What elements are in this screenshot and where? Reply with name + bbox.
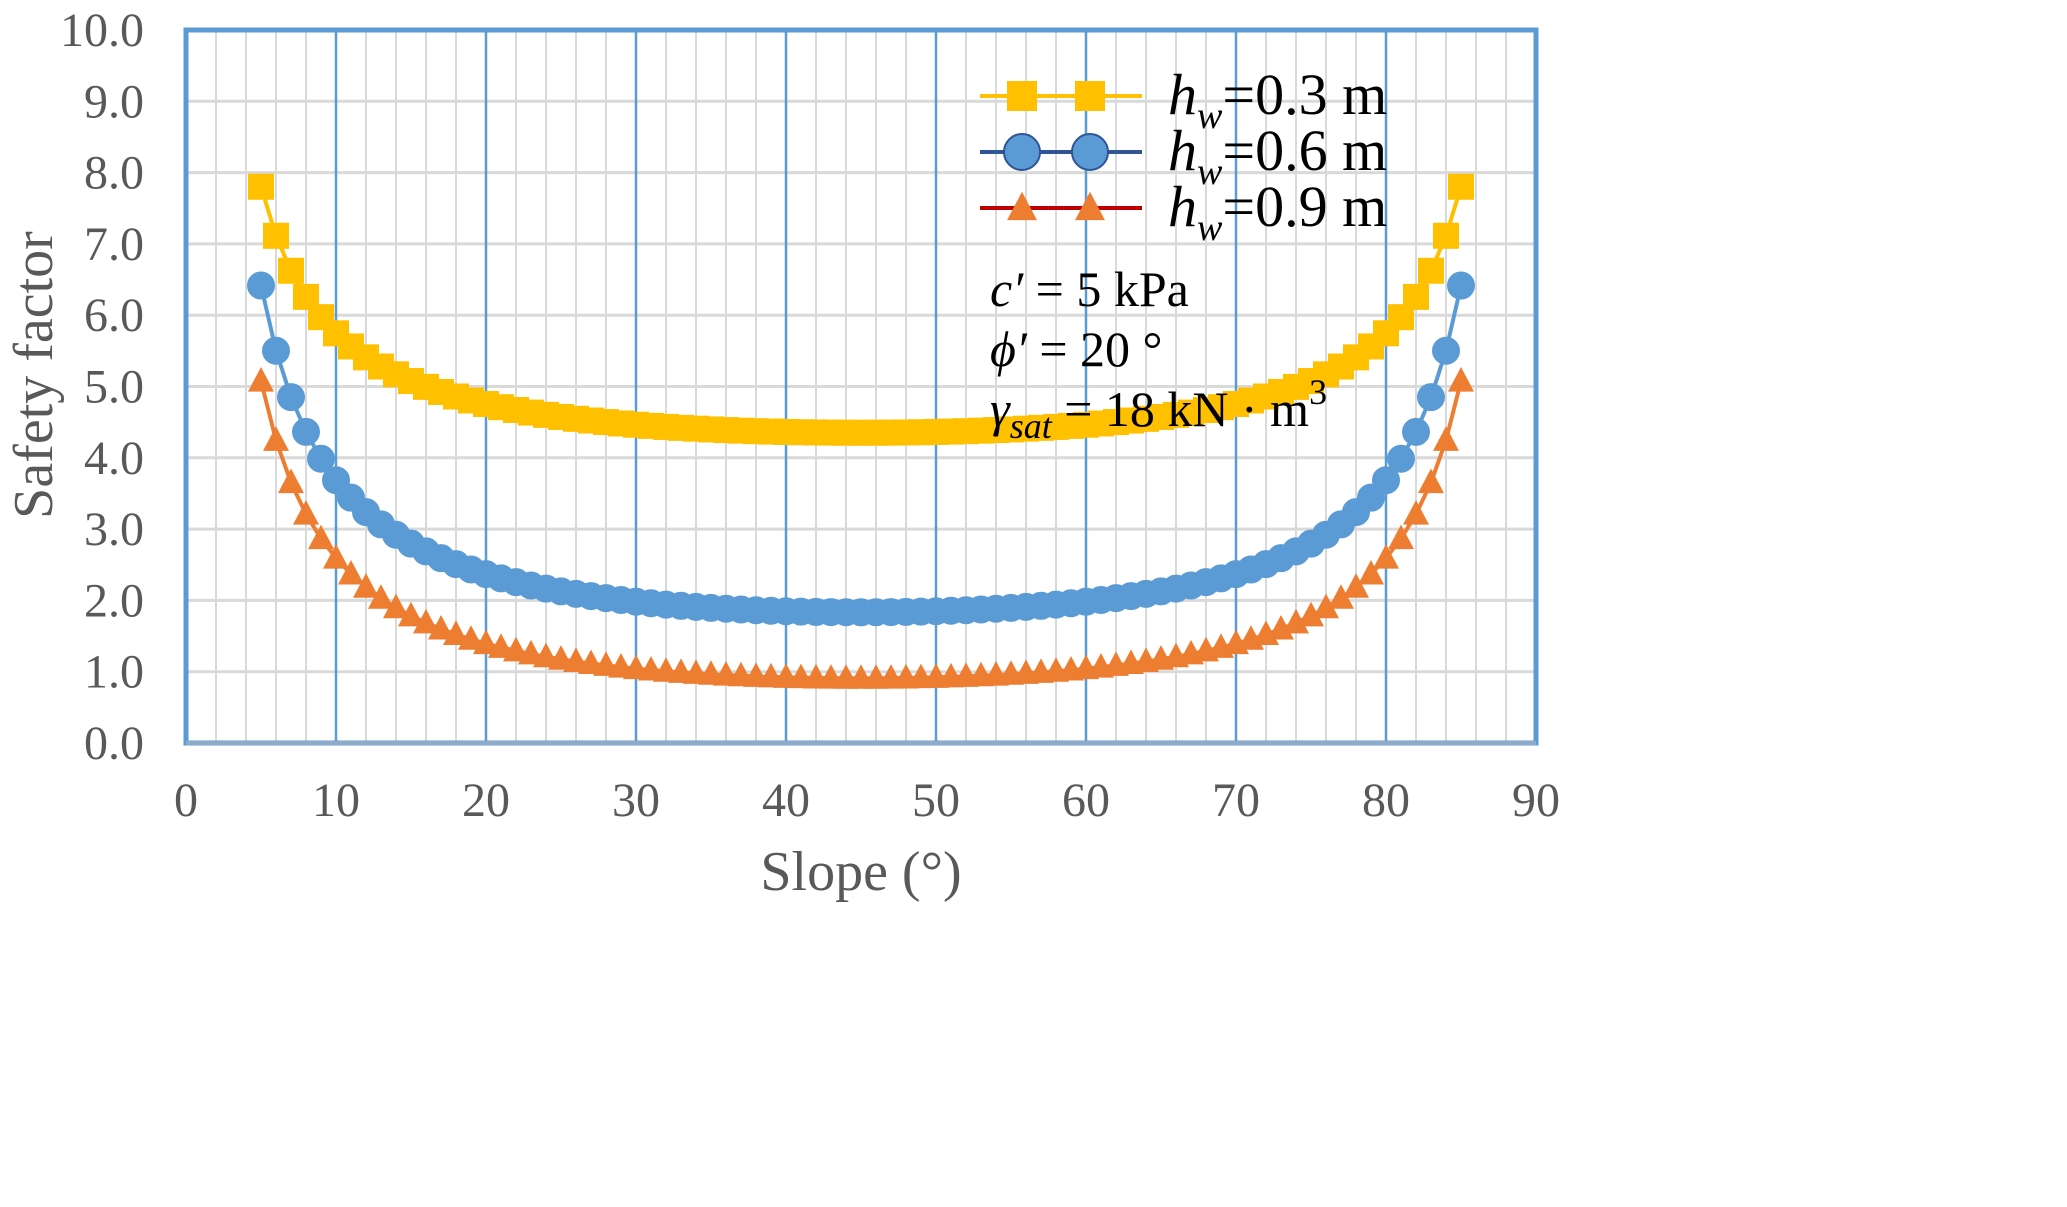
data-point bbox=[353, 573, 379, 598]
x-tick-label: 0 bbox=[174, 774, 198, 827]
data-point bbox=[383, 593, 409, 619]
x-tick-label: 40 bbox=[762, 774, 810, 827]
legend-marker bbox=[1071, 133, 1109, 171]
data-point bbox=[292, 417, 320, 446]
data-point bbox=[518, 639, 544, 665]
x-tick-label: 20 bbox=[462, 774, 510, 827]
parameter-annotation: ϕ′ = 20 ° bbox=[990, 321, 1163, 377]
data-point bbox=[458, 625, 484, 650]
data-point bbox=[278, 257, 304, 284]
data-point bbox=[473, 629, 499, 655]
y-tick-label: 9.0 bbox=[84, 75, 144, 128]
data-point bbox=[338, 559, 364, 585]
series-layer bbox=[247, 173, 1475, 689]
data-point bbox=[263, 222, 289, 249]
data-point bbox=[1402, 417, 1430, 446]
data-point bbox=[263, 426, 289, 451]
data-point bbox=[308, 524, 334, 550]
data-point bbox=[1283, 608, 1309, 634]
y-tick-label: 1.0 bbox=[84, 646, 144, 699]
y-tick-label: 4.0 bbox=[84, 432, 144, 485]
legend-entry: hw=0.3 m bbox=[980, 62, 1387, 137]
data-point bbox=[278, 468, 304, 494]
data-point bbox=[398, 601, 424, 627]
data-point bbox=[262, 336, 290, 365]
legend-marker bbox=[1007, 81, 1037, 111]
data-point bbox=[293, 500, 319, 525]
legend-label: hw=0.6 m bbox=[1168, 118, 1387, 193]
data-point bbox=[1373, 544, 1399, 569]
data-point bbox=[1372, 466, 1400, 495]
x-tick-label: 30 bbox=[612, 774, 660, 827]
data-point bbox=[1388, 524, 1414, 550]
legend-marker bbox=[1075, 81, 1105, 111]
data-point bbox=[488, 633, 514, 658]
series-1 bbox=[248, 173, 1474, 446]
x-tick-label: 60 bbox=[1062, 774, 1110, 827]
y-tick-label: 5.0 bbox=[84, 361, 144, 414]
legend-entry: hw=0.9 m bbox=[980, 174, 1387, 249]
data-point bbox=[1328, 584, 1354, 609]
data-point bbox=[503, 636, 529, 662]
legend-marker bbox=[1075, 191, 1105, 221]
data-point bbox=[1358, 559, 1384, 585]
y-tick-label: 7.0 bbox=[84, 218, 144, 271]
data-point bbox=[1298, 601, 1324, 627]
y-tick-label: 8.0 bbox=[84, 147, 144, 200]
y-tick-label: 2.0 bbox=[84, 574, 144, 627]
data-point bbox=[428, 614, 454, 640]
data-point bbox=[307, 444, 335, 473]
data-point bbox=[1418, 257, 1444, 284]
x-tick-label: 90 bbox=[1512, 774, 1560, 827]
legend-marker bbox=[1003, 133, 1041, 171]
series-2 bbox=[247, 271, 1475, 627]
x-tick-label: 70 bbox=[1212, 774, 1260, 827]
y-tick-label: 10.0 bbox=[60, 4, 144, 57]
data-point bbox=[1403, 500, 1429, 525]
data-point bbox=[443, 620, 469, 645]
y-axis-title: Safety factor bbox=[3, 231, 65, 519]
parameter-annotation: c′ = 5 kPa bbox=[990, 261, 1189, 317]
legend-label: hw=0.9 m bbox=[1168, 174, 1387, 249]
data-point bbox=[247, 271, 275, 300]
data-point bbox=[1432, 336, 1460, 365]
legend-entry: hw=0.6 m bbox=[980, 118, 1387, 193]
data-point bbox=[1387, 444, 1415, 473]
x-axis-title: Slope (°) bbox=[760, 841, 961, 903]
data-point bbox=[1448, 173, 1474, 200]
data-point bbox=[1448, 367, 1474, 392]
plot-frame bbox=[183, 27, 1539, 746]
y-tick-label: 0.0 bbox=[84, 717, 144, 770]
data-point bbox=[323, 544, 349, 569]
data-point bbox=[1313, 593, 1339, 619]
data-point bbox=[1417, 383, 1445, 412]
data-point bbox=[1268, 614, 1294, 640]
parameter-annotation: γsat = 18 kN · m3 bbox=[990, 372, 1327, 446]
y-tick-label: 6.0 bbox=[84, 289, 144, 342]
data-point bbox=[368, 584, 394, 609]
y-tick-label: 3.0 bbox=[84, 503, 144, 556]
data-point bbox=[1403, 283, 1429, 310]
data-point bbox=[1447, 271, 1475, 300]
legend-marker bbox=[1007, 191, 1037, 221]
data-point bbox=[248, 367, 274, 392]
legend: hw=0.3 mhw=0.6 mhw=0.9 m bbox=[980, 62, 1387, 249]
data-point bbox=[1433, 426, 1459, 451]
data-point bbox=[277, 383, 305, 412]
data-point bbox=[248, 173, 274, 200]
data-point bbox=[1343, 573, 1369, 598]
x-tick-label: 50 bbox=[912, 774, 960, 827]
data-point bbox=[1418, 468, 1444, 494]
data-point bbox=[533, 642, 559, 668]
data-point bbox=[1433, 222, 1459, 249]
x-tick-label: 80 bbox=[1362, 774, 1410, 827]
data-point bbox=[413, 608, 439, 634]
x-tick-label: 10 bbox=[312, 774, 360, 827]
series-3 bbox=[248, 367, 1474, 689]
tick-labels: 0 10 20 30 40 50 60 70 80 90 0.0 1.0 2.0 3.0 4.0 5.0 6.0… bbox=[60, 4, 1560, 827]
legend-label: hw=0.3 m bbox=[1168, 62, 1387, 137]
